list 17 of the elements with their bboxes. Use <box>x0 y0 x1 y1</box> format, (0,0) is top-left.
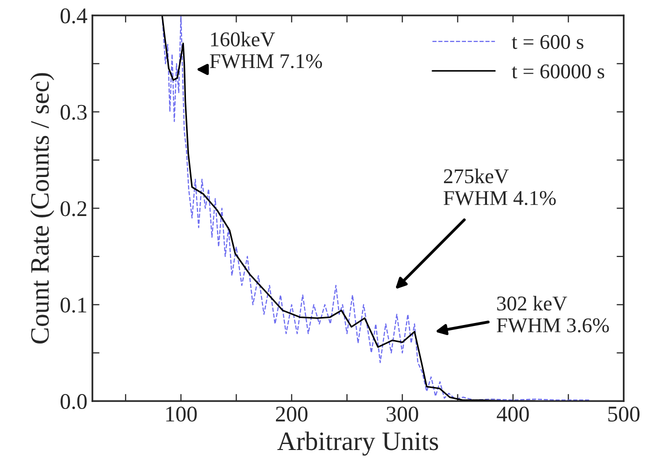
y-tick-label: 0.4 <box>60 8 88 24</box>
y-tick-label: 0.3 <box>60 104 87 120</box>
y-tick-label: 0.2 <box>60 201 86 216</box>
y-axis-title: Count Rate (Counts / sec) <box>30 73 54 344</box>
y-tick-label: 0.1 <box>60 298 86 313</box>
legend-label: t = 60000 s <box>512 64 604 78</box>
x-tick-label: 200 <box>276 406 308 422</box>
x-tick-label: 100 <box>166 406 197 422</box>
x-axis-title: Arbitrary Units <box>277 432 438 456</box>
y-tick-label: 0.0 <box>60 394 87 410</box>
x-tick-label: 400 <box>496 406 529 422</box>
x-tick-label: 300 <box>386 406 418 422</box>
annotation: 275keV FWHM 4.1% <box>444 168 556 206</box>
annotation: 160keV FWHM 7.1% <box>210 32 322 68</box>
x-tick-label: 500 <box>608 406 640 422</box>
annotation: 302 keV FWHM 3.6% <box>496 296 609 332</box>
legend-label: t = 600 s <box>512 34 584 49</box>
